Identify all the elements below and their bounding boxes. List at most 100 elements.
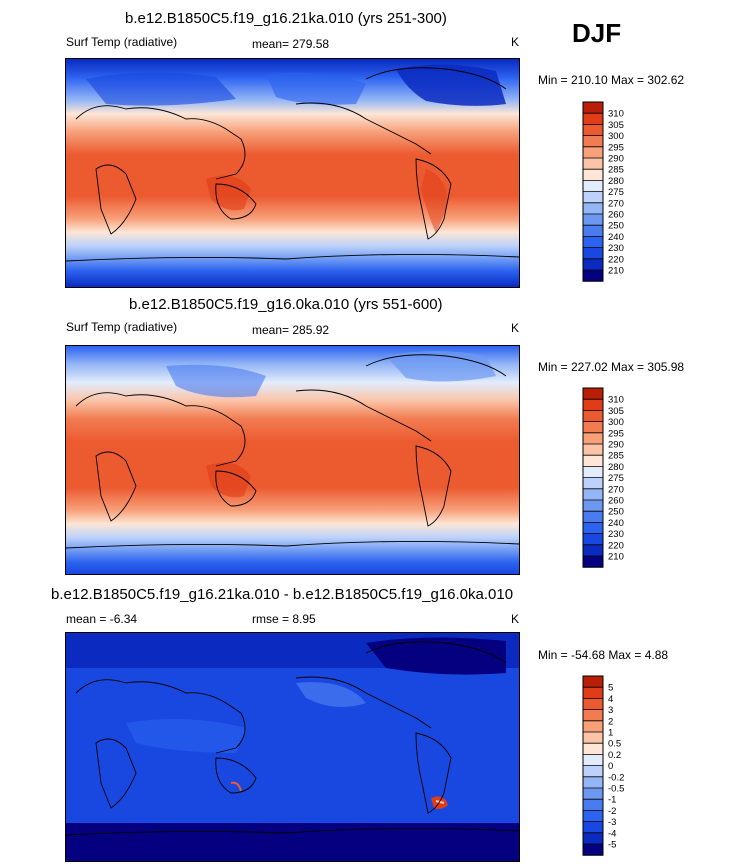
colorbar-tick-label: 275 xyxy=(608,187,624,198)
colorbar-swatch xyxy=(583,832,603,845)
colorbar-tick-label: 240 xyxy=(608,518,624,529)
colorbar-tick-label: 0.5 xyxy=(608,739,621,750)
colorbar-tick-label: -3 xyxy=(608,817,616,828)
colorbar-tick-label: 285 xyxy=(608,451,624,462)
colorbar-swatch xyxy=(583,709,603,722)
colorbar-swatch xyxy=(583,698,603,710)
colorbar-tick-label: 270 xyxy=(608,484,624,495)
colorbar-swatch xyxy=(583,113,603,125)
colorbar-swatch xyxy=(583,500,603,512)
colorbar-swatch xyxy=(583,765,603,778)
colorbar-swatch xyxy=(583,466,603,478)
colorbar-swatch xyxy=(583,799,603,811)
panel-1-colorbar: 210 220 230 240 250 260 270 275 280 285 290 295 300 3… xyxy=(582,101,682,284)
colorbar-swatch xyxy=(583,258,603,271)
colorbar-tick-label: 305 xyxy=(608,120,624,131)
panel-3-colorbar: -5 -4 -3 -2 -1 -0.5 -0.2 0 0.2 0.5 1 2 3 4 5 xyxy=(582,675,682,858)
colorbar-swatch xyxy=(583,455,603,467)
colorbar-swatch xyxy=(583,788,603,800)
colorbar-swatch xyxy=(583,511,603,523)
colorbar-tick-label: 220 xyxy=(608,540,624,551)
colorbar-swatch xyxy=(583,687,603,699)
colorbar-tick-label: 4 xyxy=(608,694,613,705)
colorbar-swatch xyxy=(583,247,603,260)
panel-2-title: b.e12.B1850C5.f19_g16.0ka.010 (yrs 551-6… xyxy=(129,296,443,313)
panel-2-colorbar: 210 220 230 240 250 260 270 275 280 285 290 295 300 3… xyxy=(582,387,682,570)
colorbar-tick-label: 260 xyxy=(608,496,624,507)
panel-3-units: K xyxy=(511,612,520,626)
colorbar-tick-label: 230 xyxy=(608,529,624,540)
colorbar-swatch xyxy=(583,202,603,215)
colorbar-swatch xyxy=(583,146,603,159)
colorbar-tick-label: 210 xyxy=(608,266,624,277)
colorbar-swatch xyxy=(583,388,603,400)
colorbar-swatch xyxy=(583,754,603,766)
colorbar-tick-label: -0.5 xyxy=(608,784,624,795)
panel-2-minmax: Min = 227.02 Max = 305.98 xyxy=(538,360,685,374)
colorbar-swatch xyxy=(583,432,603,445)
colorbar-tick-label: -5 xyxy=(608,840,616,851)
colorbar-swatch xyxy=(583,844,603,856)
panel-3-title: b.e12.B1850C5.f19_g16.21ka.010 - b.e12.B… xyxy=(51,586,514,603)
panel-2-variable-label: Surf Temp (radiative) xyxy=(66,320,178,334)
colorbar-tick-label: 270 xyxy=(608,198,624,209)
colorbar-tick-label: 290 xyxy=(608,154,624,165)
colorbar-tick-label: 240 xyxy=(608,232,624,243)
panel-1-minmax: Min = 210.10 Max = 302.62 xyxy=(538,73,685,87)
colorbar-swatch xyxy=(583,676,603,688)
colorbar-tick-label: -0.2 xyxy=(608,772,624,783)
colorbar-tick-label: -2 xyxy=(608,806,616,817)
colorbar-swatch xyxy=(583,810,603,822)
colorbar-tick-label: 275 xyxy=(608,473,624,484)
colorbar-tick-label: 3 xyxy=(608,705,613,716)
colorbar-tick-label: 300 xyxy=(608,131,624,142)
colorbar-swatch xyxy=(583,158,603,170)
colorbar-tick-label: 290 xyxy=(608,440,624,451)
panel-3-rmse-label: rmse = 8.95 xyxy=(252,612,316,626)
colorbar-swatch xyxy=(583,732,603,744)
colorbar-tick-label: 280 xyxy=(608,462,624,473)
colorbar-tick-label: 1 xyxy=(608,728,613,739)
colorbar-swatch xyxy=(583,821,603,834)
colorbar-swatch xyxy=(583,488,603,501)
colorbar-tick-label: 5 xyxy=(608,683,613,694)
panel-1-variable-label: Surf Temp (radiative) xyxy=(66,35,178,49)
colorbar-swatch xyxy=(583,169,603,181)
colorbar-tick-label: 0 xyxy=(608,761,613,772)
colorbar-swatch xyxy=(583,556,603,568)
panel-3-minmax: Min = -54.68 Max = 4.88 xyxy=(538,648,669,662)
panel-2-map xyxy=(65,345,520,575)
panel-3-mean-label: mean = -6.34 xyxy=(66,612,138,626)
colorbar-tick-label: 285 xyxy=(608,165,624,176)
panel-1-units: K xyxy=(511,35,520,49)
colorbar-tick-label: 300 xyxy=(608,417,624,428)
colorbar-tick-label: 0.2 xyxy=(608,750,621,761)
colorbar-tick-label: 310 xyxy=(608,395,624,406)
colorbar-tick-label: 250 xyxy=(608,221,624,232)
colorbar-swatch xyxy=(583,533,603,546)
colorbar-tick-label: -1 xyxy=(608,795,616,806)
colorbar-tick-label: 305 xyxy=(608,406,624,417)
colorbar-swatch xyxy=(583,743,603,755)
colorbar-tick-label: 220 xyxy=(608,254,624,265)
colorbar-swatch xyxy=(583,544,603,557)
colorbar-swatch xyxy=(583,191,603,204)
colorbar-swatch xyxy=(583,236,603,248)
colorbar-swatch xyxy=(583,270,603,282)
colorbar-swatch xyxy=(583,180,603,192)
panel-1-map xyxy=(65,58,520,288)
panel-1-mean-label: mean= 279.58 xyxy=(252,37,330,51)
colorbar-tick-label: 210 xyxy=(608,552,624,563)
colorbar-tick-label: 310 xyxy=(608,109,624,120)
colorbar-tick-label: 295 xyxy=(608,142,624,153)
panel-2-mean-label: mean= 285.92 xyxy=(252,323,330,337)
colorbar-swatch xyxy=(583,522,603,534)
panel-3-map xyxy=(65,632,520,862)
panel-2-units: K xyxy=(511,321,520,335)
colorbar-swatch xyxy=(583,720,603,733)
colorbar-swatch xyxy=(583,214,603,226)
colorbar-tick-label: 280 xyxy=(608,176,624,187)
colorbar-tick-label: 2 xyxy=(608,716,613,727)
colorbar-tick-label: 260 xyxy=(608,210,624,221)
season-label: DJF xyxy=(572,18,622,48)
